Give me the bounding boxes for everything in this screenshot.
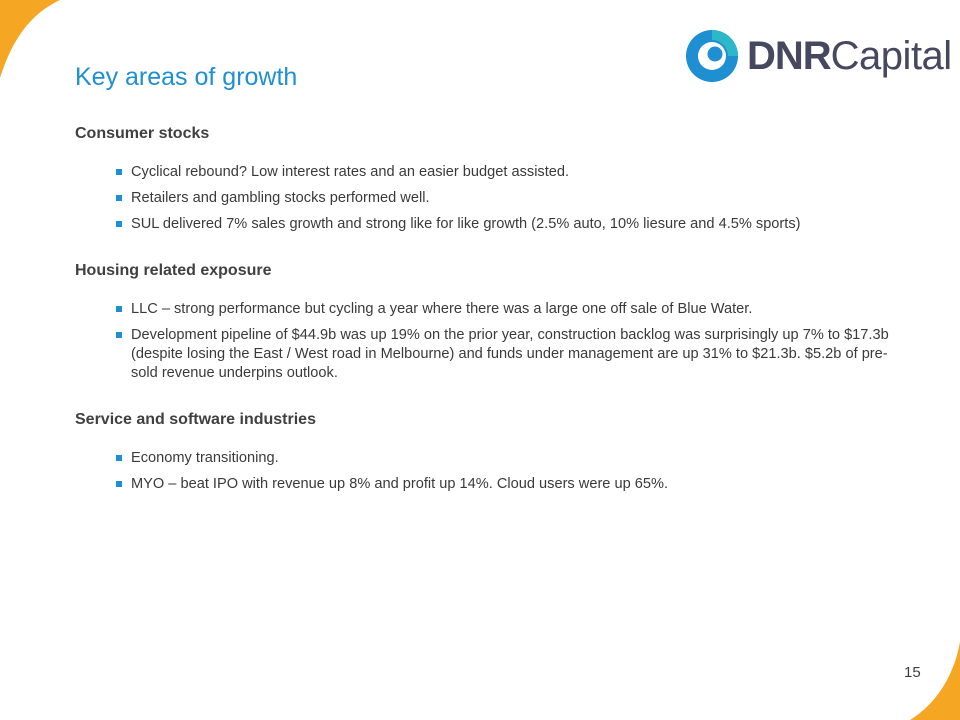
- dnr-capital-logo: DNRCapital: [684, 28, 952, 84]
- section-heading: Consumer stocks: [75, 125, 210, 142]
- bullet-item: LLC – strong performance but cycling a y…: [75, 300, 895, 319]
- square-bullet-icon: [116, 195, 122, 201]
- bullet-text: Cyclical rebound? Low interest rates and…: [131, 164, 570, 180]
- logo-text-light: Capital: [830, 34, 953, 78]
- section-service-and-software: Service and software industries Economy …: [75, 410, 895, 494]
- bullet-text: SUL delivered 7% sales growth and strong…: [131, 216, 801, 232]
- section-heading: Service and software industries: [75, 411, 316, 428]
- corner-accent-top-left: [0, 0, 60, 78]
- bullet-item: Cyclical rebound? Low interest rates and…: [75, 163, 895, 182]
- bullet-item: MYO – beat IPO with revenue up 8% and pr…: [75, 475, 895, 494]
- section-heading: Housing related exposure: [75, 262, 272, 279]
- square-bullet-icon: [116, 221, 122, 227]
- logo-text-bold: DNR: [747, 34, 832, 78]
- bullet-item: SUL delivered 7% sales growth and strong…: [75, 215, 895, 234]
- corner-accent-bottom-right: [910, 642, 960, 720]
- bullet-list: Cyclical rebound? Low interest rates and…: [75, 163, 895, 234]
- square-bullet-icon: [116, 455, 122, 461]
- slide-content: Consumer stocks Cyclical rebound? Low in…: [75, 124, 895, 521]
- logo-swirl-icon: [686, 30, 738, 82]
- square-bullet-icon: [116, 169, 122, 175]
- bullet-text: LLC – strong performance but cycling a y…: [131, 301, 753, 317]
- square-bullet-icon: [116, 481, 122, 487]
- page-number: 15: [904, 664, 921, 681]
- page-title: Key areas of growth: [75, 63, 298, 91]
- bullet-list: LLC – strong performance but cycling a y…: [75, 300, 895, 383]
- bullet-item: Retailers and gambling stocks performed …: [75, 189, 895, 208]
- bullet-text: Development pipeline of $44.9b was up 19…: [131, 327, 889, 381]
- bullet-item: Development pipeline of $44.9b was up 19…: [75, 326, 895, 383]
- section-consumer-stocks: Consumer stocks Cyclical rebound? Low in…: [75, 124, 895, 234]
- bullet-text: Retailers and gambling stocks performed …: [131, 190, 430, 206]
- bullet-text: Economy transitioning.: [131, 450, 279, 466]
- section-housing-related-exposure: Housing related exposure LLC – strong pe…: [75, 261, 895, 383]
- square-bullet-icon: [116, 306, 122, 312]
- square-bullet-icon: [116, 332, 122, 338]
- logo-wordmark: DNRCapital: [747, 36, 952, 76]
- bullet-item: Economy transitioning.: [75, 449, 895, 468]
- bullet-list: Economy transitioning. MYO – beat IPO wi…: [75, 449, 895, 494]
- bullet-text: MYO – beat IPO with revenue up 8% and pr…: [131, 476, 669, 492]
